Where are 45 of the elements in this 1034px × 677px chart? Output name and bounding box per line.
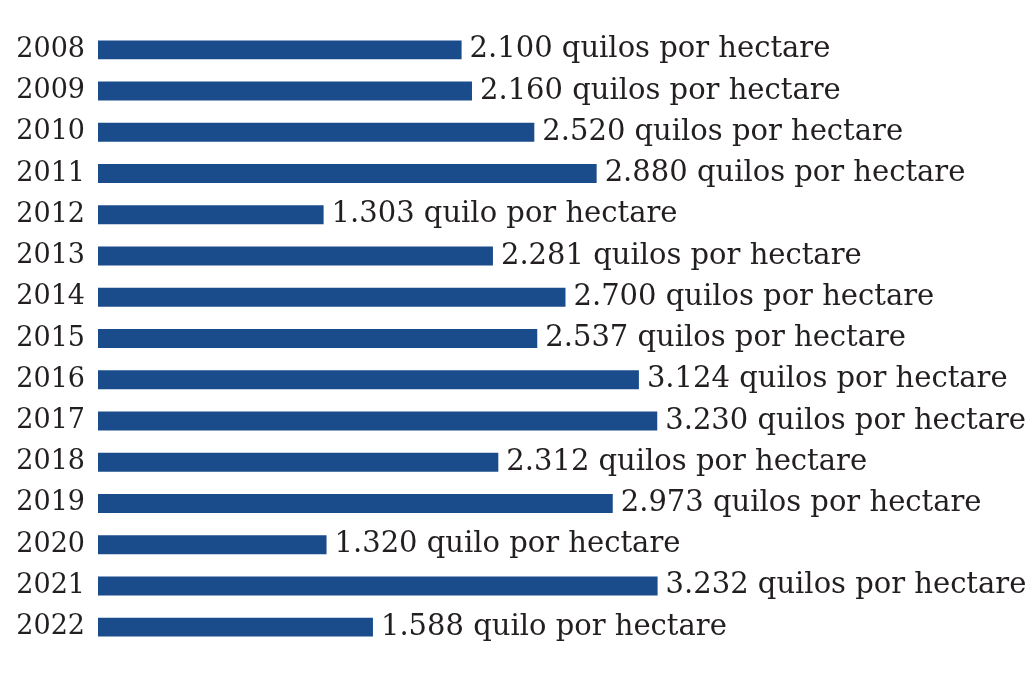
bar bbox=[98, 287, 566, 307]
bar bbox=[98, 535, 327, 555]
data-label: 2.100 quilos por hectare bbox=[469, 30, 831, 65]
bar bbox=[98, 452, 499, 472]
y-tick-label: 2018 bbox=[16, 444, 85, 476]
y-tick-label: 2022 bbox=[16, 609, 85, 641]
data-label: 2.160 quilos por hectare bbox=[479, 71, 841, 106]
y-tick-label: 2015 bbox=[16, 320, 85, 352]
data-label: 1.303 quilo por hectare bbox=[331, 195, 678, 230]
bar bbox=[98, 246, 493, 266]
data-label: 2.700 quilos por hectare bbox=[573, 277, 935, 312]
data-label: 1.588 quilo por hectare bbox=[380, 607, 727, 642]
data-label: 2.973 quilos por hectare bbox=[620, 483, 982, 518]
data-label: 2.281 quilos por hectare bbox=[500, 236, 862, 271]
y-tick-label: 2009 bbox=[16, 73, 85, 105]
y-tick-label: 2010 bbox=[16, 114, 85, 146]
bar bbox=[98, 617, 373, 637]
data-label: 2.537 quilos por hectare bbox=[545, 319, 907, 354]
bar bbox=[98, 411, 658, 431]
data-label: 1.320 quilo por hectare bbox=[334, 525, 681, 560]
y-tick-label: 2019 bbox=[16, 485, 85, 517]
y-tick-label: 2011 bbox=[16, 155, 85, 187]
y-tick-label: 2014 bbox=[16, 279, 85, 311]
y-tick-label: 2008 bbox=[16, 31, 85, 63]
y-tick-label: 2016 bbox=[16, 361, 85, 393]
data-label: 3.232 quilos por hectare bbox=[665, 566, 1027, 601]
bar bbox=[98, 40, 462, 60]
bar bbox=[98, 205, 324, 225]
bar bbox=[98, 122, 535, 142]
data-label: 3.230 quilos por hectare bbox=[665, 401, 1026, 436]
bar bbox=[98, 370, 639, 390]
bar bbox=[98, 329, 538, 348]
y-tick-label: 2013 bbox=[16, 238, 85, 270]
data-label: 2.312 quilos por hectare bbox=[506, 442, 868, 477]
y-tick-label: 2017 bbox=[16, 403, 85, 434]
bar bbox=[98, 81, 472, 101]
data-label: 3.124 quilos por hectare bbox=[646, 360, 1008, 395]
y-tick-label: 2020 bbox=[16, 526, 85, 558]
data-label: 2.880 quilos por hectare bbox=[604, 154, 966, 189]
bar bbox=[98, 164, 597, 183]
bar bbox=[98, 494, 613, 513]
bar bbox=[98, 576, 658, 596]
y-tick-label: 2012 bbox=[16, 196, 85, 228]
data-label: 2.520 quilos por hectare bbox=[542, 112, 904, 147]
y-tick-label: 2021 bbox=[16, 567, 85, 599]
